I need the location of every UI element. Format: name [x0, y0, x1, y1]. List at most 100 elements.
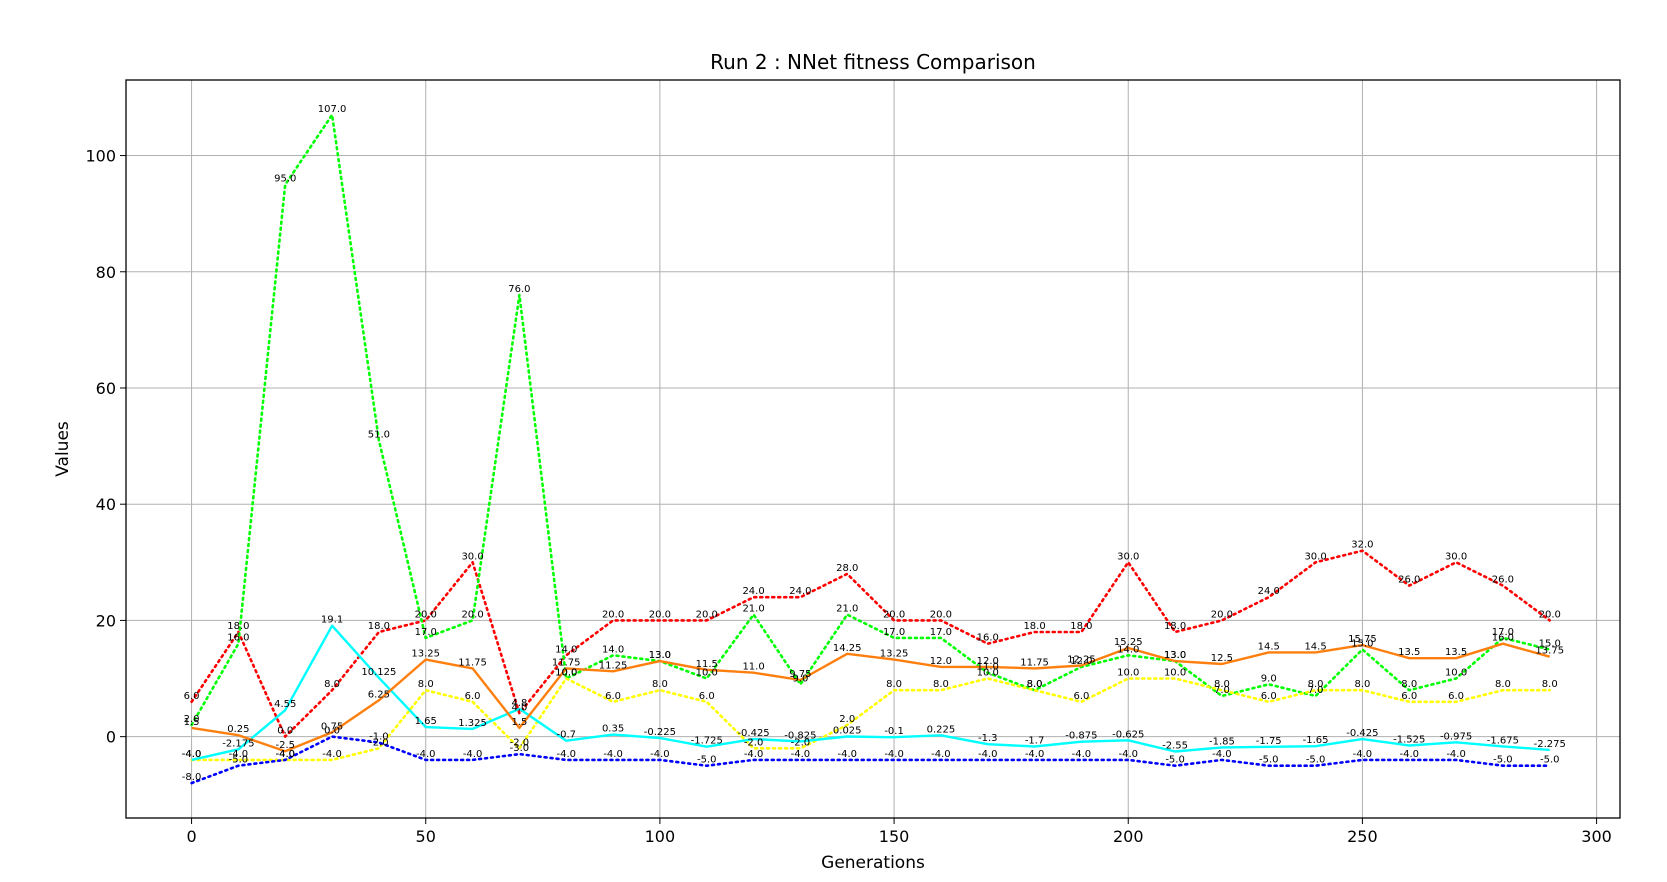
- data-label: 11.0: [977, 662, 999, 673]
- data-label: 20.0: [649, 609, 671, 620]
- data-label: 8.0: [1354, 679, 1370, 690]
- data-label: -0.225: [644, 727, 676, 738]
- data-label: 95.0: [274, 174, 296, 185]
- grid-lines: [126, 80, 1620, 818]
- y-tick-label: 20: [96, 611, 116, 630]
- y-tick-label: 60: [96, 379, 116, 398]
- data-label: 18.0: [1023, 621, 1045, 632]
- data-label: -4.0: [931, 749, 951, 760]
- data-label: -0.7: [556, 730, 576, 741]
- data-label: 10.0: [1164, 668, 1186, 679]
- plot-frame: [125, 79, 1621, 819]
- x-tick-label: 150: [879, 827, 910, 846]
- data-label: 6.0: [1401, 691, 1417, 702]
- data-label: 20.0: [883, 609, 905, 620]
- data-label: 13.0: [1164, 650, 1186, 661]
- data-label: 10.0: [696, 668, 718, 679]
- x-axis-label: Generations: [821, 853, 925, 873]
- data-label: 8.0: [1214, 679, 1230, 690]
- data-label: -5.0: [1165, 755, 1185, 766]
- data-label: 13.0: [649, 650, 671, 661]
- data-label: 19.1: [321, 615, 343, 626]
- data-label: 18.0: [1164, 621, 1186, 632]
- data-label: 9.75: [789, 669, 811, 680]
- data-label: -0.975: [1440, 731, 1472, 742]
- data-label: 16.0: [227, 633, 249, 644]
- data-label: 11.75: [1020, 657, 1049, 668]
- data-label: 14.0: [1117, 644, 1139, 655]
- data-label: 16.0: [1492, 633, 1514, 644]
- y-tick-label: 80: [96, 263, 116, 282]
- data-label: -2.275: [1534, 739, 1566, 750]
- data-label: -0.625: [1112, 729, 1144, 740]
- data-label: 10.0: [1117, 668, 1139, 679]
- data-label: 30.0: [1445, 551, 1467, 562]
- data-label: 1.5: [184, 717, 200, 728]
- data-label: -4.0: [884, 749, 904, 760]
- data-label: 8.0: [324, 679, 340, 690]
- data-label: 11.0: [742, 662, 764, 673]
- data-label: -1.725: [691, 736, 723, 747]
- data-label: -0.825: [784, 730, 816, 741]
- series-line-5: [191, 642, 1551, 753]
- data-label: 12.25: [1067, 654, 1096, 665]
- data-label: -4.0: [1353, 749, 1373, 760]
- series-line-4: [191, 624, 1550, 762]
- data-label: -1.3: [978, 733, 998, 744]
- data-label: -4.0: [275, 749, 295, 760]
- data-label: -0.425: [1346, 728, 1378, 739]
- data-label: 8.0: [652, 679, 668, 690]
- data-label: 6.0: [1073, 691, 1089, 702]
- data-label: 6.0: [1261, 691, 1277, 702]
- x-tick-label: 100: [645, 827, 676, 846]
- data-label: -4.0: [229, 749, 249, 760]
- y-axis-label: Values: [53, 421, 73, 477]
- data-label: 76.0: [508, 284, 530, 295]
- data-label: -4.0: [182, 749, 202, 760]
- data-label: -0.1: [884, 726, 904, 737]
- data-label: 8.0: [1027, 679, 1043, 690]
- data-label: 9.0: [792, 673, 808, 684]
- data-label: 14.0: [602, 644, 624, 655]
- data-label: -1.85: [1209, 736, 1235, 747]
- data-label: -2.0: [744, 737, 764, 748]
- data-label: 4.8: [511, 698, 527, 709]
- data-label: 10.0: [555, 668, 577, 679]
- data-label: 8.0: [933, 679, 949, 690]
- data-label: -0.875: [1065, 731, 1097, 742]
- data-label: 17.0: [1492, 627, 1514, 638]
- data-label: -1.525: [1393, 735, 1425, 746]
- data-label: -5.0: [1306, 755, 1326, 766]
- data-label: 17.0: [883, 627, 905, 638]
- data-label: -4.0: [1212, 749, 1232, 760]
- data-label: -4.0: [182, 749, 202, 760]
- data-label: 11.75: [552, 657, 581, 668]
- series-line-2: [190, 677, 1551, 762]
- data-label: 2.0: [184, 714, 200, 725]
- data-label: 8.0: [418, 679, 434, 690]
- data-label: 6.0: [465, 691, 481, 702]
- data-label: -4.0: [791, 749, 811, 760]
- data-label: -2.55: [1162, 740, 1188, 751]
- data-label: 8.0: [1495, 679, 1511, 690]
- data-label: -4.0: [463, 749, 483, 760]
- data-label: -1.65: [1303, 735, 1329, 746]
- y-tick-label: 0: [106, 728, 116, 747]
- data-label: -5.0: [1259, 755, 1279, 766]
- data-label: 24.0: [742, 586, 764, 597]
- data-label: 13.25: [880, 649, 909, 660]
- y-tick-label: 100: [85, 147, 116, 166]
- data-label: 7.0: [1308, 685, 1324, 696]
- data-label: 17.0: [415, 627, 437, 638]
- data-label: -4.0: [1399, 749, 1419, 760]
- data-label: -5.0: [1540, 755, 1560, 766]
- data-label: 1.65: [415, 716, 437, 727]
- data-label: 4.0: [511, 702, 527, 713]
- data-label: 0.35: [602, 724, 624, 735]
- data-label: 13.75: [1535, 646, 1564, 657]
- data-label: 10.0: [555, 668, 577, 679]
- data-label: 8.0: [1027, 679, 1043, 690]
- data-label: -1.0: [369, 731, 389, 742]
- data-label: 12.5: [1211, 653, 1233, 664]
